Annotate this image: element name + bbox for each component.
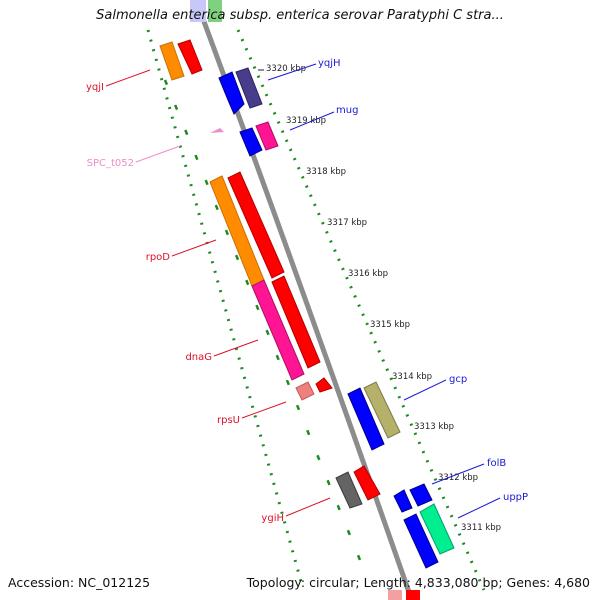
label-yqjH: yqjH [318,58,341,69]
tick-3313: 3313 kbp [414,422,454,432]
tick-3314: 3314 kbp [392,372,432,382]
feature-dnaG-pink [251,279,305,381]
label-SPC_t052: SPC_t052 [87,158,134,169]
feature-uppP-blue [403,513,439,569]
feature-rpsU-light [295,381,315,401]
feature-gcp-blue [347,387,385,451]
feature-dnaG-red [271,275,321,369]
feature-folB-blue-b [409,483,433,507]
left-tick-track [163,79,362,561]
tick-3315: 3315 kbp [370,320,410,330]
map-title: Salmonella enterica subsp. enterica sero… [96,8,504,23]
left-labels: yqjI SPC_t052 rpoD dnaG rpsU ygiH [86,69,331,524]
feature-yqjI-red [177,39,203,75]
folB-leader [431,463,485,485]
rpoD-leader [171,239,217,257]
feature-mug-blue [239,127,263,157]
genome-summary: Topology: circular; Length: 4,833,080 bp… [246,575,590,590]
mug-leader [289,111,335,131]
feature-mug-pink [255,121,279,151]
kbp-ticks: 3320 kbp 3319 kbp 3318 kbp 3317 kbp 3316… [258,64,501,533]
yqjI-leader [105,69,151,87]
tick-3318: 3318 kbp [306,167,346,177]
bottom-partial-feature-red [406,590,420,600]
feature-yqjH-slate [235,67,263,109]
feature-SPC_t052 [210,128,224,133]
bottom-partial-feature-pink [388,590,402,600]
rpsU-leader [241,401,287,419]
feature-yqjI-orange [159,41,185,81]
label-mug: mug [336,105,358,116]
feature-folB-blue-a [393,489,413,513]
left-outer-track [146,29,304,586]
top-partial-feature-blue [190,0,206,22]
label-gcp: gcp [449,374,467,385]
label-rpoD: rpoD [146,252,171,263]
tick-3320: 3320 kbp [266,64,306,74]
tick-3316: 3316 kbp [348,269,388,279]
yqjH-leader [267,63,317,81]
right-outer-track [236,29,486,591]
ygiH-leader [285,497,331,517]
label-yqjI: yqjI [86,82,104,93]
tick-3311: 3311 kbp [461,523,501,533]
uppP-leader [457,497,501,519]
feature-rpoD-red [227,171,285,279]
feature-gcp-khaki [363,381,401,439]
top-partial-feature-green [208,0,222,22]
SPC_t052-leader [135,145,181,163]
feature-ygiH-red [353,465,381,501]
feature-uppP-green [419,503,455,555]
label-folB: folB [487,458,506,469]
feature-yqjH-blue [218,71,245,115]
tick-3317: 3317 kbp [327,218,367,228]
tick-3312: 3312 kbp [438,473,478,483]
dnaG-leader [213,339,259,357]
right-labels: yqjH mug gcp folB uppP [267,58,528,519]
feature-rpsU-red [315,377,333,393]
accession-text: Accession: NC_012125 [8,575,151,590]
label-dnaG: dnaG [185,352,212,363]
label-uppP: uppP [503,492,528,503]
label-rpsU: rpsU [217,415,240,426]
gcp-leader [403,379,447,401]
feature-ygiH-grey [335,471,363,509]
label-ygiH: ygiH [261,513,284,524]
tick-3319: 3319 kbp [286,116,326,126]
